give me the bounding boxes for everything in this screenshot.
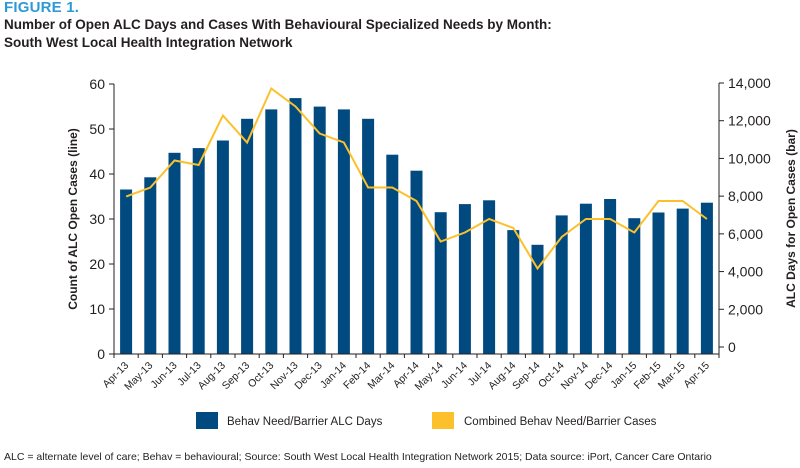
- bar-Dec-13: [313, 106, 326, 354]
- bar-Dec-14: [604, 199, 617, 354]
- bar-Feb-14: [362, 118, 375, 354]
- footnote: ALC = alternate level of care; Behav = b…: [4, 451, 712, 463]
- legend-swatch-bar: [196, 412, 218, 429]
- bar-Aug-13: [216, 140, 229, 354]
- x-tick-label: Sep-14: [510, 360, 543, 393]
- combo-chart: 0 10 20 30 40 50 60 0 2,000 4,000 6,000 8,000 10,000…: [66, 75, 798, 429]
- right-tick-label: 0: [728, 339, 736, 355]
- bar-May-14: [434, 212, 447, 354]
- right-tick-label: 2,000: [728, 301, 763, 317]
- legend-label-line: Combined Behav Need/Barrier Cases: [464, 416, 657, 428]
- right-axis-title: ALC Days for Open Cases (bar): [784, 129, 798, 308]
- chart-title: Number of Open ALC Days and Cases With B…: [4, 16, 552, 52]
- bar-Jun-14: [458, 204, 471, 354]
- right-tick-label: 14,000: [728, 75, 771, 91]
- bar-Apr-14: [410, 170, 423, 354]
- left-tick-label: 40: [89, 166, 105, 182]
- bar-series: [120, 98, 713, 355]
- legend-label-bar: Behav Need/Barrier ALC Days: [227, 416, 383, 428]
- x-tick-label: Dec-14: [583, 360, 616, 393]
- left-axis-title: Count of ALC Open Cases (line): [66, 128, 80, 310]
- x-tick-label: Sep-13: [220, 360, 253, 393]
- bar-Mar-14: [386, 154, 399, 354]
- bar-Oct-14: [555, 215, 568, 354]
- left-tick-label: 50: [89, 121, 105, 137]
- bar-Aug-14: [507, 230, 520, 354]
- bar-Apr-15: [700, 202, 713, 354]
- bar-Nov-14: [579, 203, 592, 354]
- chart-title-line-1: Number of Open ALC Days and Cases With B…: [4, 17, 552, 32]
- bar-Sep-13: [241, 118, 254, 354]
- left-tick-label: 30: [89, 211, 105, 227]
- right-tick-label: 4,000: [728, 264, 763, 280]
- bar-Oct-13: [265, 109, 278, 355]
- chart-title-line-2: South West Local Health Integration Netw…: [4, 35, 293, 50]
- bar-Sep-14: [531, 244, 544, 354]
- line-series: [125, 86, 708, 271]
- legend: Behav Need/Barrier ALC Days Combined Beha…: [196, 412, 657, 429]
- bar-Jul-13: [192, 148, 205, 354]
- x-tick-label: Jun-13: [148, 360, 179, 391]
- bar-Feb-15: [652, 212, 665, 354]
- figure-label: FIGURE 1.: [4, 0, 80, 16]
- x-tick-label: Apr-15: [681, 360, 712, 391]
- bar-Apr-13: [120, 189, 133, 354]
- bar-Jan-14: [337, 109, 350, 355]
- bar-May-13: [144, 177, 157, 354]
- x-tick-label: Dec-13: [292, 360, 325, 393]
- right-tick-label: 12,000: [728, 113, 771, 129]
- bar-Jun-13: [168, 152, 181, 354]
- bar-Nov-13: [289, 98, 302, 354]
- right-tick-label: 6,000: [728, 226, 763, 242]
- x-tick-label: Mar-14: [365, 360, 397, 392]
- bar-Jul-14: [483, 200, 496, 354]
- right-tick-label: 10,000: [728, 150, 771, 166]
- right-tick-label: 8,000: [728, 188, 763, 204]
- left-tick-label: 10: [89, 301, 105, 317]
- left-tick-label: 20: [89, 256, 105, 272]
- x-tick-label: Mar-15: [656, 360, 688, 392]
- left-tick-label: 0: [97, 346, 105, 362]
- x-tick-label: Jun-14: [439, 360, 470, 391]
- legend-swatch-line: [432, 412, 454, 429]
- left-tick-label: 60: [89, 76, 105, 92]
- bar-Jan-15: [628, 218, 641, 354]
- bar-Mar-15: [676, 208, 689, 354]
